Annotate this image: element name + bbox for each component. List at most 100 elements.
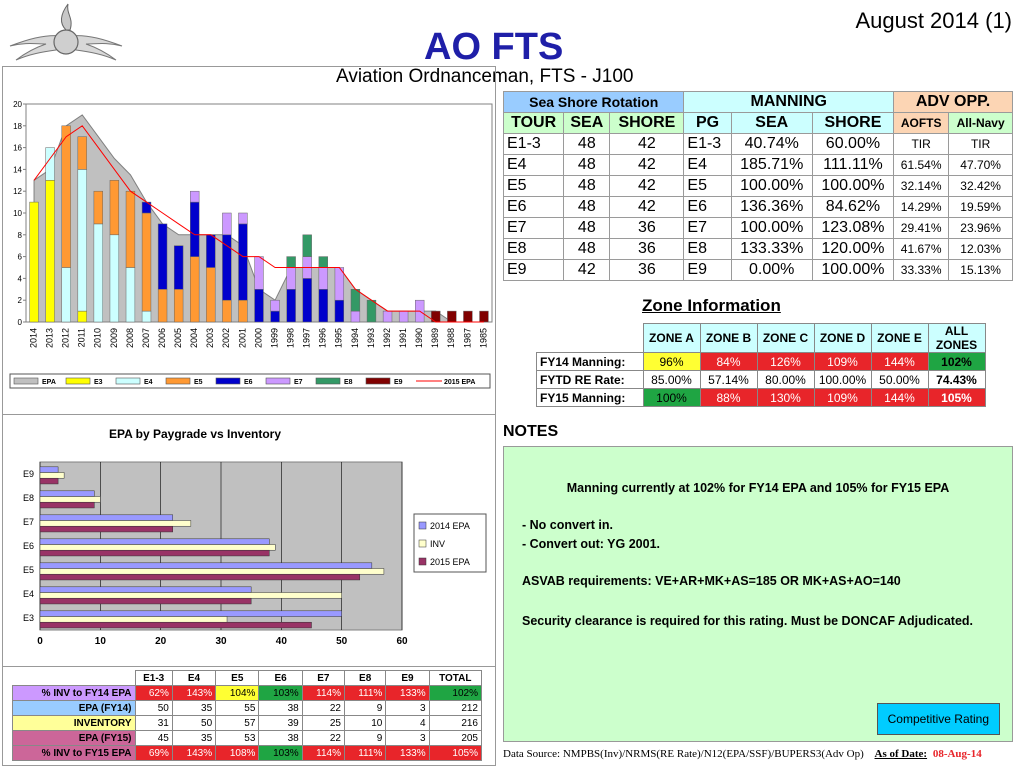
bar-e3 xyxy=(45,180,55,323)
x-tick-label: 2000 xyxy=(253,328,263,348)
bar-e7 xyxy=(222,212,232,236)
sea-shore-cell: E7 xyxy=(502,217,565,239)
bar-e7 xyxy=(270,299,280,312)
inventory-col-header: E8 xyxy=(343,670,387,686)
x-tick-label: 2008 xyxy=(125,328,135,348)
sea-shore-cell: 32.42% xyxy=(948,175,1013,197)
notes-asvab: ASVAB requirements: VE+AR+MK+AS=185 OR M… xyxy=(522,574,901,588)
bar-e7 xyxy=(254,256,264,290)
sea-shore-cell: 19.59% xyxy=(948,196,1013,218)
inventory-cell: 39 xyxy=(258,715,303,731)
legend-swatch xyxy=(115,377,141,385)
manning-header: MANNING xyxy=(683,91,895,113)
inventory-cell: 205 xyxy=(428,730,483,746)
inventory-row: EPA (FY14) 50 35 55 38 22 9 3 212 xyxy=(12,700,483,716)
y-tick-label: 4 xyxy=(18,274,23,283)
hbar-legend-swatch xyxy=(418,557,427,566)
zone-row-label: FY14 Manning: xyxy=(536,352,644,371)
y-tick-label: 2 xyxy=(18,296,23,305)
hbar-x-tick-label: 20 xyxy=(155,636,167,647)
inventory-cell: 50 xyxy=(171,715,217,731)
legend-label: E8 xyxy=(344,379,353,386)
inventory-row: % INV to FY14 EPA 62% 143% 104% 103% 114% 111%… xyxy=(12,685,483,701)
zone-row-label: FYTD RE Rate: xyxy=(536,370,644,389)
x-tick-label: 2011 xyxy=(77,328,87,347)
inventory-cell: 104% xyxy=(215,685,260,701)
hbar-inv xyxy=(39,544,276,551)
x-tick-label: 1996 xyxy=(318,328,328,348)
x-tick-label: 1998 xyxy=(286,328,296,348)
bar-e6 xyxy=(157,223,168,290)
sea-shore-cell: E6 xyxy=(683,196,732,218)
inventory-cell: 102% xyxy=(428,685,483,701)
inventory-cell: 216 xyxy=(428,715,483,731)
legend-label: E9 xyxy=(394,379,403,386)
sea-shore-cell: 185.71% xyxy=(730,154,813,176)
x-tick-label: 2009 xyxy=(109,328,119,348)
inventory-cell: 10 xyxy=(343,715,387,731)
x-tick-label: 2007 xyxy=(141,328,151,348)
inventory-cell: 3 xyxy=(385,730,430,746)
hbar-y-tick-label: E8 xyxy=(23,493,34,503)
inventory-cell: 105% xyxy=(428,745,483,761)
sea-shore-col-header: SHORE xyxy=(609,112,685,134)
legend-swatch xyxy=(365,377,391,385)
inventory-cell: 103% xyxy=(258,745,303,761)
sea-shore-cell: 48 xyxy=(563,175,611,197)
inventory-col-header: E1-3 xyxy=(134,670,173,686)
hbar-y-tick-label: E7 xyxy=(23,517,34,527)
hbar-inv xyxy=(39,616,228,623)
inventory-cell: 212 xyxy=(428,700,483,716)
x-tick-label: 1988 xyxy=(446,328,456,348)
inventory-row: EPA (FY15) 45 35 53 38 22 9 3 205 xyxy=(12,730,483,746)
hbar-y-tick-label: E9 xyxy=(23,469,34,479)
sea-shore-cell: 100.00% xyxy=(730,217,813,239)
as-of-label: As of Date: xyxy=(874,748,928,760)
inventory-cell: 53 xyxy=(215,730,260,746)
sea-shore-cell: 36 xyxy=(609,238,685,260)
sea-shore-col-header: All-Navy xyxy=(948,112,1013,134)
sea-shore-cell: TIR xyxy=(893,133,950,155)
hbar-2015-epa xyxy=(39,501,95,509)
bar-e5 xyxy=(77,136,87,170)
inventory-cell: 22 xyxy=(301,730,346,746)
legend-swatch xyxy=(315,377,341,385)
sea-shore-col-header: SEA xyxy=(563,112,611,134)
inventory-cell: 35 xyxy=(171,730,217,746)
inventory-row-label: EPA (FY15) xyxy=(12,730,136,746)
sea-shore-cell: 48 xyxy=(563,154,611,176)
sea-shore-cell: 42 xyxy=(609,196,685,218)
bar-e8 xyxy=(302,234,312,257)
zone-cell: 88% xyxy=(699,388,758,407)
bar-e7 xyxy=(190,190,200,203)
zone-col-header: ZONE D xyxy=(813,323,872,353)
hbar-2015-epa xyxy=(39,573,361,581)
hbar-inv xyxy=(39,496,101,503)
hbar-2014-epa xyxy=(39,466,59,473)
x-tick-label: 2012 xyxy=(61,328,71,348)
sea-shore-row: E4 48 42 E4 185.71% 111.11% 61.54% 47.70% xyxy=(502,154,1013,176)
y-tick-label: 6 xyxy=(18,253,23,262)
sea-shore-cell: E9 xyxy=(683,259,732,281)
bar-e5 xyxy=(238,299,248,323)
inventory-cell: 38 xyxy=(258,730,303,746)
sea-shore-cell: 29.41% xyxy=(893,217,950,239)
hbar-chart-title: EPA by Paygrade vs Inventory xyxy=(109,427,281,441)
sea-shore-cell: 84.62% xyxy=(811,196,895,218)
legend-label: E6 xyxy=(244,379,253,386)
zone-cell: 126% xyxy=(756,352,815,371)
hbar-2015-epa xyxy=(39,549,270,557)
notes-bullet-1: - No convert in. xyxy=(522,518,613,532)
sea-shore-cell: 42 xyxy=(609,175,685,197)
bar-e5 xyxy=(222,299,232,323)
notes-security: Security clearance is required for this … xyxy=(522,614,974,628)
inventory-cell: 143% xyxy=(171,685,217,701)
inventory-col-header: TOTAL xyxy=(428,670,483,686)
zone-cell: 57.14% xyxy=(699,370,758,389)
x-tick-label: 1985 xyxy=(478,328,488,348)
inventory-cell: 9 xyxy=(343,700,387,716)
bar-e7 xyxy=(398,310,409,323)
sea-shore-cell: 48 xyxy=(563,217,611,239)
sea-shore-cell: E5 xyxy=(502,175,565,197)
legend-label: E5 xyxy=(194,379,203,386)
